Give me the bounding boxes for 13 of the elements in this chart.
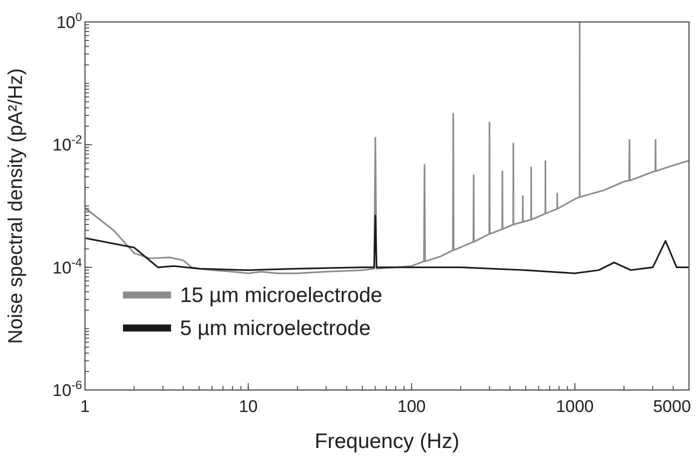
y-tick-label: 10$^{0}$ bbox=[56, 10, 82, 32]
x-tick-label: 10 bbox=[238, 397, 258, 416]
y-tick-label: 10$^{-2}$ bbox=[52, 132, 82, 155]
y-tick-label: 10$^{-4}$ bbox=[52, 255, 82, 278]
x-tick-label: 5000 bbox=[653, 397, 691, 416]
legend-label: 5 µm microelectrode bbox=[180, 317, 371, 340]
legend-label: 15 µm microelectrode bbox=[180, 284, 382, 307]
y-tick-label: 10$^{-6}$ bbox=[52, 378, 82, 400]
x-tick-label: 100 bbox=[397, 397, 426, 416]
x-axis-title: Frequency (Hz) bbox=[314, 430, 460, 453]
x-tick-label: 1 bbox=[80, 397, 90, 416]
x-tick-label: 1000 bbox=[556, 397, 594, 416]
y-axis-title: Noise spectral density (pA²/Hz) bbox=[5, 68, 27, 344]
